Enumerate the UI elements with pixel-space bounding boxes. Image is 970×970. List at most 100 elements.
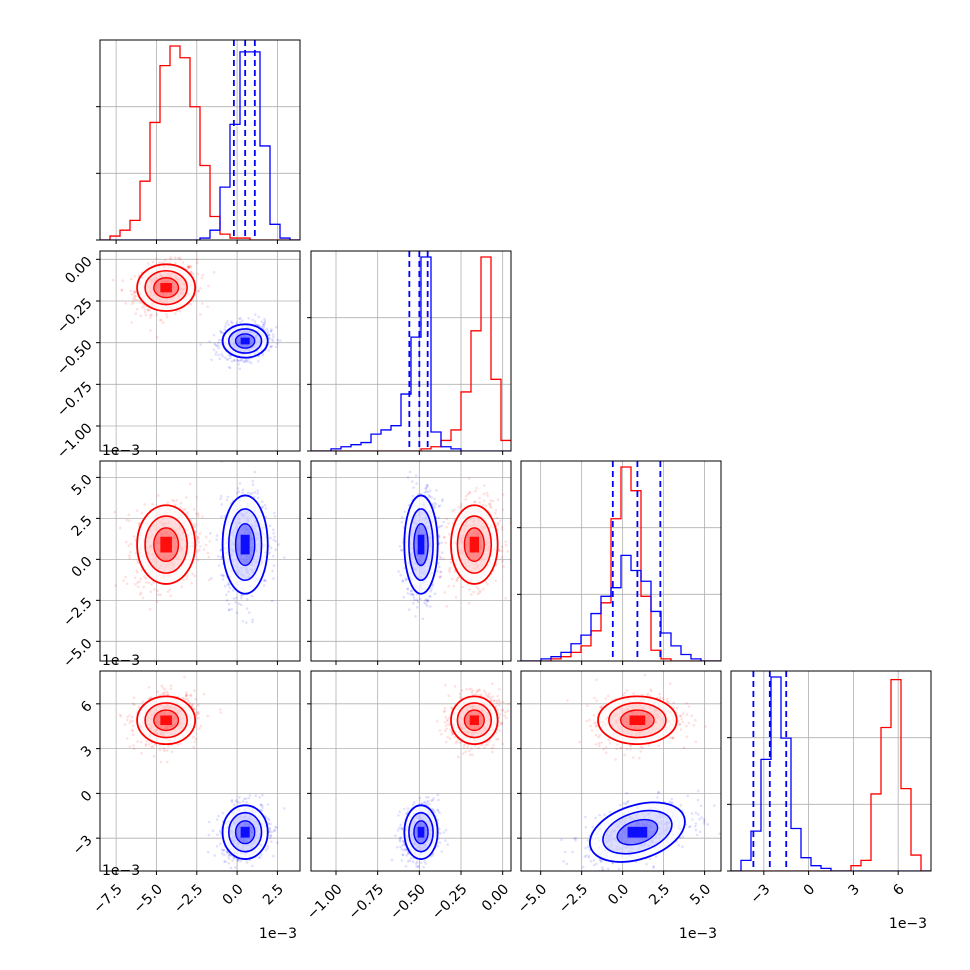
scatter-point — [504, 597, 508, 600]
scatter-point — [191, 272, 195, 276]
scatter-point — [218, 357, 222, 361]
scatter-point — [146, 308, 150, 312]
scatter-point — [221, 354, 224, 358]
scatter-point — [260, 320, 264, 324]
scatter-point — [208, 578, 211, 582]
scatter-point — [241, 488, 245, 492]
scatter-point — [271, 569, 274, 573]
scatter-point — [161, 321, 165, 324]
scatter-point — [414, 615, 417, 618]
scatter-point — [464, 498, 468, 501]
scatter-point — [466, 492, 470, 496]
density-core — [417, 534, 425, 555]
scatter-point — [132, 291, 136, 294]
scatter-point — [488, 503, 491, 506]
scatter-point — [440, 499, 444, 503]
scatter-point — [491, 499, 495, 503]
scatter-point — [132, 535, 136, 538]
scatter-point — [260, 325, 264, 329]
scatter-point — [133, 289, 136, 293]
scatter-point — [158, 248, 161, 251]
scatter-point — [447, 584, 450, 588]
scatter-point — [149, 590, 153, 594]
scatter-point — [402, 595, 406, 599]
scatter-point — [202, 548, 206, 551]
scatter-point — [152, 581, 155, 584]
scatter-point — [196, 261, 199, 265]
scatter-point — [478, 591, 481, 594]
scatter-point — [210, 576, 213, 580]
scatter-point — [189, 693, 193, 697]
scatter-point — [136, 298, 139, 302]
scatter-point — [235, 491, 239, 495]
scatter-point — [431, 584, 435, 587]
scatter-point — [147, 581, 151, 584]
scatter-point — [220, 331, 223, 335]
panel-2-2 — [517, 460, 722, 665]
scatter-point — [156, 336, 159, 339]
scatter-point — [148, 608, 152, 611]
scatter-point — [196, 550, 199, 553]
scatter-point — [233, 358, 236, 362]
scatter-point — [245, 607, 249, 610]
scatter-point — [217, 341, 220, 345]
scatter-point — [226, 358, 230, 361]
scatter-point — [139, 314, 143, 318]
scatter-point — [426, 600, 430, 603]
scatter-point — [226, 583, 230, 586]
scatter-point — [136, 585, 140, 588]
scatter-point — [481, 503, 485, 507]
scatter-point — [130, 728, 134, 732]
scatter-point — [212, 333, 216, 337]
scatter-point — [204, 543, 208, 547]
scatter-point — [253, 320, 257, 323]
scatter-point — [526, 549, 529, 552]
scatter-point — [442, 535, 446, 539]
y-tick-label: 2.5 — [69, 513, 96, 540]
scatter-point — [251, 483, 255, 487]
scatter-point — [239, 594, 243, 597]
scatter-point — [268, 336, 271, 340]
scatter-point — [158, 261, 161, 265]
scatter-point — [186, 511, 190, 514]
scatter-point — [156, 690, 160, 693]
scatter-point — [493, 511, 497, 515]
scatter-point — [226, 495, 230, 499]
scatter-point — [201, 273, 205, 277]
scatter-point — [130, 293, 134, 296]
scatter-point — [227, 354, 231, 357]
scatter-point — [133, 296, 136, 300]
scatter-point — [483, 484, 486, 487]
scatter-point — [147, 686, 151, 689]
scatter-point — [262, 324, 266, 327]
scatter-point — [196, 538, 200, 542]
scatter-point — [451, 577, 454, 581]
density-core — [240, 337, 250, 345]
scatter-point — [242, 360, 246, 364]
scatter-point — [156, 589, 159, 592]
scatter-point — [412, 596, 416, 599]
axes-frame — [99, 460, 301, 662]
scatter-point — [273, 511, 276, 515]
scatter-point — [230, 608, 234, 611]
scatter-point — [196, 512, 200, 515]
scatter-point — [230, 321, 234, 325]
scatter-point — [266, 330, 270, 333]
scatter-point — [209, 532, 212, 535]
scatter-point — [438, 555, 442, 558]
scatter-point — [224, 325, 227, 328]
scatter-point — [449, 561, 453, 564]
scatter-point — [185, 691, 188, 694]
scatter-point — [223, 514, 227, 518]
scatter-point — [143, 308, 146, 311]
scatter-point — [464, 494, 468, 498]
scatter-point — [128, 556, 131, 560]
scatter-point — [132, 696, 136, 699]
scatter-point — [139, 593, 142, 596]
scatter-point — [123, 723, 127, 726]
scatter-point — [276, 342, 279, 346]
scatter-point — [135, 307, 139, 311]
scatter-point — [251, 620, 254, 624]
scatter-point — [128, 554, 131, 557]
scatter-point — [504, 543, 508, 547]
